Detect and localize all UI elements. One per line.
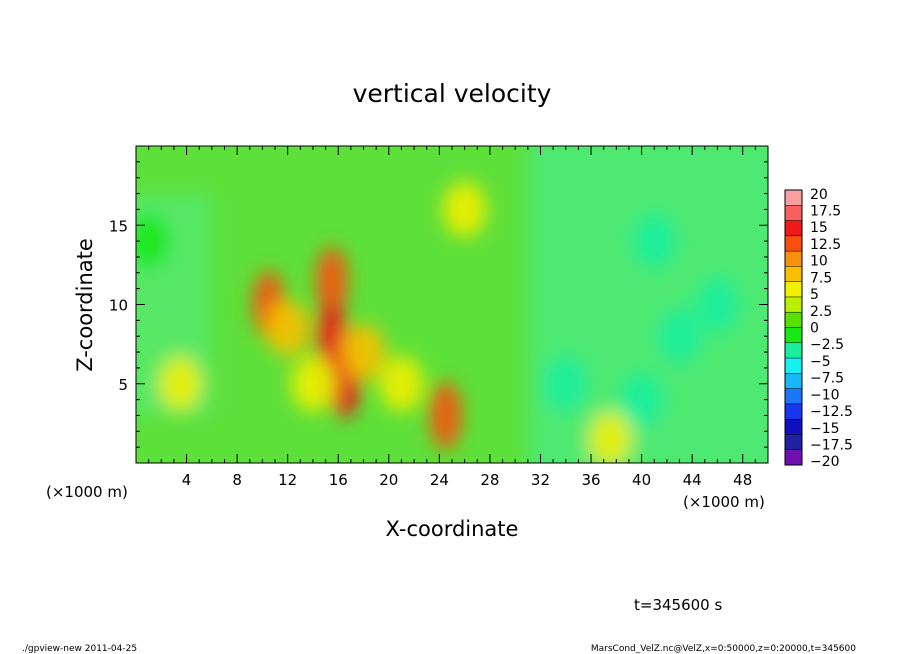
field-feature-11: [442, 181, 487, 238]
colorbar-swatch: [785, 251, 802, 267]
colorbar-label: −15: [810, 421, 840, 437]
colorbar-label: 0: [810, 321, 819, 337]
x-tick-label: 28: [480, 471, 499, 489]
colorbar: 2017.51512.5107.552.50−2.5−5−7.5−10−12.5…: [784, 187, 853, 470]
colorbar-swatch: [785, 296, 802, 313]
field-feature-13: [657, 308, 702, 365]
colorbar-label: 5: [810, 287, 819, 303]
colorbar-label: 7.5: [810, 270, 832, 286]
colorbar-swatch: [785, 434, 802, 451]
field-feature-4: [265, 300, 310, 357]
colorbar-label: 2.5: [810, 304, 832, 320]
velocity-field: [136, 146, 768, 463]
colorbar-label: 17.5: [810, 204, 841, 220]
colorbar-label: −7.5: [810, 371, 844, 387]
colorbar-label: −5: [810, 354, 831, 370]
field-feature-14: [632, 213, 677, 270]
x-tick-label: 36: [581, 471, 600, 489]
footer-left: ./gpview-new 2011-04-25: [22, 644, 137, 654]
field-feature-9: [588, 411, 632, 463]
colorbar-swatch: [785, 327, 802, 344]
colorbar-label: 20: [810, 187, 828, 203]
field-feature-17: [619, 371, 664, 428]
x-tick-label: 44: [683, 471, 702, 489]
x-tick-label: 48: [733, 471, 752, 489]
colorbar-label: −12.5: [810, 404, 853, 420]
field-feature-0: [315, 246, 348, 315]
colorbar-swatch: [785, 449, 802, 466]
x-tick-label: 8: [232, 471, 242, 489]
colorbar-swatch: [785, 342, 802, 359]
chart-title: vertical velocity: [353, 79, 552, 108]
colorbar-label: 15: [810, 220, 828, 236]
colorbar-label: −10: [810, 387, 840, 403]
colorbar-swatch: [785, 235, 802, 252]
colorbar-swatch: [785, 266, 802, 283]
x-unit-right: (×1000 m): [683, 493, 765, 511]
field-feature-15: [543, 355, 588, 412]
colorbar-swatch: [785, 358, 802, 374]
y-ticks: 5 10 15: [109, 161, 768, 448]
x-axis-label: X-coordinate: [386, 517, 519, 541]
colorbar-swatch: [785, 312, 802, 328]
x-tick-label: 16: [329, 471, 348, 489]
colorbar-label: −17.5: [810, 437, 853, 453]
x-tick-label: 32: [531, 471, 550, 489]
field-feature-6: [290, 355, 335, 412]
time-label: t=345600 s: [634, 596, 722, 614]
field-feature-8: [379, 355, 424, 412]
colorbar-swatch: [785, 205, 802, 222]
y-tick-label: 15: [109, 217, 128, 235]
colorbar-label: 12.5: [810, 237, 841, 253]
y-axis-label: Z-coordinate: [73, 238, 97, 372]
colorbar-label: −2.5: [810, 337, 844, 353]
field-feature-7: [341, 324, 386, 381]
field-feature-5: [429, 381, 462, 450]
y-tick-label: 10: [109, 297, 128, 315]
colorbar-swatch: [785, 220, 802, 237]
field-feature-12: [695, 276, 740, 333]
x-tick-label: 4: [182, 471, 192, 489]
x-tick-label: 40: [632, 471, 651, 489]
colorbar-label: −20: [810, 454, 840, 470]
x-tick-label: 24: [430, 471, 449, 489]
colorbar-swatch: [785, 419, 802, 435]
colorbar-swatch: [785, 373, 802, 390]
colorbar-swatch: [785, 190, 802, 206]
colorbar-label: 10: [810, 254, 828, 270]
field-feature-16: [136, 213, 171, 270]
x-unit-left: (×1000 m): [46, 483, 128, 501]
footer-right: MarsCond_VelZ.nc@VelZ,x=0:50000,z=0:2000…: [591, 644, 856, 654]
x-tick-label: 20: [379, 471, 398, 489]
x-ticks: 4 8 12 16 20 24 28 32 36 40 44 48: [148, 146, 756, 489]
negative-region: [527, 146, 768, 463]
colorbar-swatch: [785, 281, 802, 298]
x-tick-label: 12: [278, 471, 297, 489]
colorbar-swatch: [785, 388, 802, 405]
y-tick-label: 5: [118, 376, 128, 394]
field-feature-10: [158, 355, 203, 412]
colorbar-swatch: [785, 403, 802, 420]
